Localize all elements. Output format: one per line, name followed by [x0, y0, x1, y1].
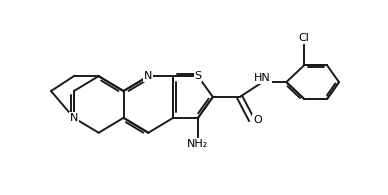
Text: N: N: [144, 71, 152, 81]
Text: Cl: Cl: [299, 33, 310, 43]
Text: S: S: [194, 71, 201, 81]
Text: O: O: [253, 115, 262, 125]
Text: HN: HN: [254, 73, 271, 83]
Text: N: N: [70, 113, 78, 123]
Text: NH₂: NH₂: [187, 139, 209, 149]
